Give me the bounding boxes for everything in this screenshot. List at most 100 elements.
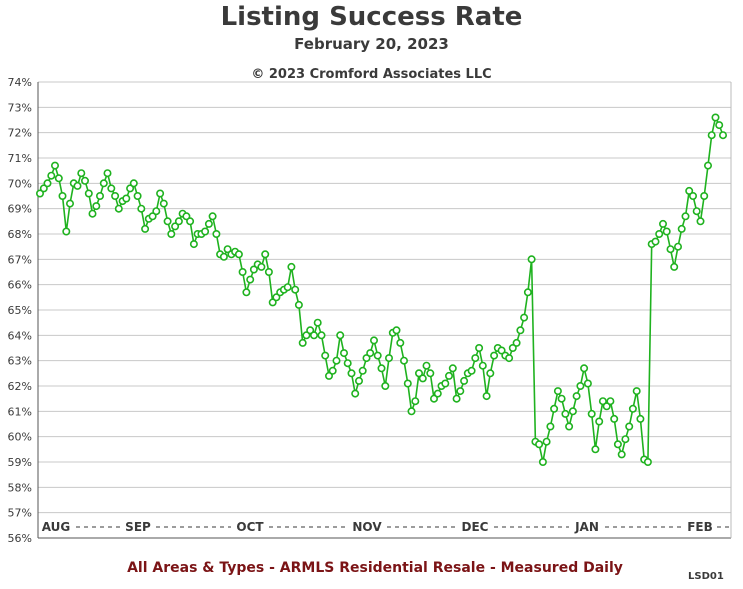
data-point	[212, 230, 221, 239]
data-point	[339, 349, 348, 358]
data-point	[81, 176, 90, 185]
y-tick-label: 68%	[8, 228, 32, 241]
y-tick-label: 67%	[8, 253, 32, 266]
data-point	[396, 338, 405, 347]
data-point	[384, 354, 393, 363]
month-label: OCT	[236, 520, 264, 534]
y-tick-label: 61%	[8, 405, 32, 418]
data-point	[163, 217, 172, 226]
data-point	[407, 407, 416, 416]
data-point	[422, 361, 431, 370]
data-point	[54, 174, 63, 183]
data-point	[66, 199, 75, 208]
data-point	[92, 202, 101, 211]
gridlines	[38, 81, 731, 514]
data-point	[452, 394, 461, 403]
data-point	[475, 343, 484, 352]
data-point	[238, 267, 247, 276]
data-point	[411, 397, 420, 406]
data-point	[587, 409, 596, 418]
data-point	[171, 222, 180, 231]
data-point	[234, 250, 243, 259]
data-point	[246, 275, 255, 284]
data-point	[595, 417, 604, 426]
data-point	[201, 227, 210, 236]
data-point	[351, 389, 360, 398]
data-point	[441, 379, 450, 388]
month-label: NOV	[352, 520, 382, 534]
data-point	[298, 338, 307, 347]
data-point	[219, 252, 228, 261]
y-tick-label: 66%	[8, 279, 32, 292]
data-point	[418, 374, 427, 383]
data-point	[670, 262, 679, 271]
data-point	[208, 212, 217, 221]
data-point	[523, 288, 532, 297]
data-point	[347, 369, 356, 378]
data-point	[651, 237, 660, 246]
data-point	[73, 181, 82, 190]
data-point	[546, 422, 555, 431]
data-point	[673, 242, 682, 251]
data-point	[692, 207, 701, 216]
data-point	[583, 379, 592, 388]
data-point	[550, 404, 559, 413]
chart-code: LSD01	[688, 571, 724, 582]
data-point	[309, 331, 318, 340]
data-point	[133, 192, 142, 201]
data-point	[294, 300, 303, 309]
y-tick-label: 64%	[8, 329, 32, 342]
data-point	[448, 364, 457, 373]
chart-title: Listing Success Rate	[220, 2, 523, 32]
data-point	[429, 394, 438, 403]
data-point	[572, 392, 581, 401]
y-tick-label: 57%	[8, 507, 32, 520]
data-point	[613, 440, 622, 449]
data-point	[632, 387, 641, 396]
data-point	[535, 440, 544, 449]
data-point	[520, 313, 529, 322]
data-point	[580, 364, 589, 373]
y-tick-label: 56%	[8, 532, 32, 545]
data-point	[677, 224, 686, 233]
data-point	[456, 387, 465, 396]
data-point	[508, 343, 517, 352]
data-point	[35, 189, 44, 198]
data-point	[655, 230, 664, 239]
data-point	[126, 184, 135, 193]
data-point	[696, 217, 705, 226]
data-point	[666, 245, 675, 254]
data-point	[688, 192, 697, 201]
data-point	[497, 346, 506, 355]
data-point	[141, 224, 150, 233]
data-point	[576, 381, 585, 390]
data-point	[50, 161, 59, 170]
data-point	[703, 161, 712, 170]
data-point	[467, 366, 476, 375]
y-tick-label: 70%	[8, 177, 32, 190]
data-point	[565, 422, 574, 431]
data-point	[306, 326, 315, 335]
data-point	[542, 437, 551, 446]
y-tick-label: 63%	[8, 355, 32, 368]
data-point	[107, 184, 116, 193]
data-point	[557, 394, 566, 403]
data-point	[602, 402, 611, 411]
data-point	[336, 331, 345, 340]
data-point	[718, 131, 727, 140]
y-tick-label: 73%	[8, 101, 32, 114]
data-point	[643, 457, 652, 466]
data-point	[610, 414, 619, 423]
data-point	[321, 351, 330, 360]
data-point	[291, 285, 300, 294]
data-point	[317, 331, 326, 340]
data-point	[174, 217, 183, 226]
month-label: DEC	[462, 520, 489, 534]
data-point	[414, 369, 423, 378]
data-point	[268, 298, 277, 307]
data-point	[186, 217, 195, 226]
y-tick-label: 65%	[8, 304, 32, 317]
y-tick-label: 69%	[8, 203, 32, 216]
data-point	[358, 366, 367, 375]
data-point	[223, 245, 232, 254]
